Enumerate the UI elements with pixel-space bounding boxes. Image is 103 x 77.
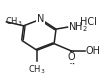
Text: N: N bbox=[37, 14, 44, 24]
Text: CH$_3$: CH$_3$ bbox=[28, 63, 46, 76]
Text: O: O bbox=[67, 52, 75, 62]
Text: NH$_2$: NH$_2$ bbox=[68, 20, 88, 34]
Text: CH$_3$: CH$_3$ bbox=[5, 16, 23, 28]
Text: OH: OH bbox=[86, 46, 101, 56]
Text: HCl: HCl bbox=[80, 17, 97, 27]
